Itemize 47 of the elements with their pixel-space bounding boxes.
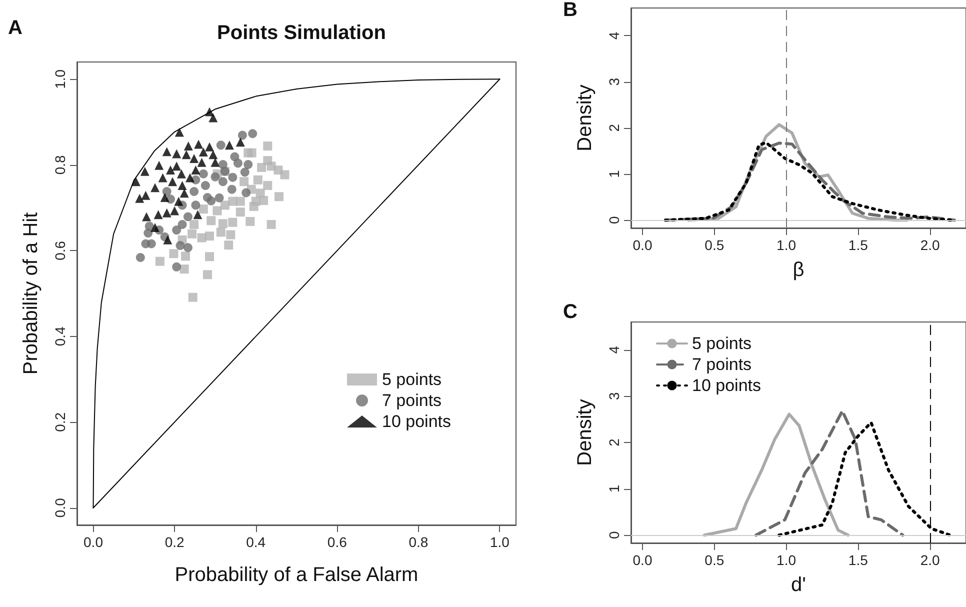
legend-label: 10 points <box>382 412 452 431</box>
y-axis-title: Probability of a Hit <box>20 212 42 375</box>
y-tick-label: 0.0 <box>52 498 68 518</box>
x-tick-label: 0.2 <box>164 534 184 550</box>
y-tick-label: 3 <box>606 78 622 86</box>
y-tick-label: 4 <box>606 32 622 40</box>
y-tick-label: 0.2 <box>52 412 68 432</box>
y-tick-label: 2 <box>606 124 622 132</box>
y-tick-label: 1 <box>606 484 622 493</box>
y-tick-label: 1.0 <box>52 69 68 89</box>
x-tick-label: 0.0 <box>632 237 652 253</box>
x-axis-title: Probability of a False Alarm <box>174 564 418 586</box>
x-tick-label: 0.0 <box>84 534 104 550</box>
x-tick-label: 1.0 <box>490 534 510 550</box>
y-axis-title: Density <box>574 84 596 152</box>
x-tick-label: 0.5 <box>704 552 724 568</box>
x-tick-label: 1.5 <box>848 237 868 253</box>
x-tick-label: 0.8 <box>408 534 428 550</box>
y-tick-label: 0 <box>606 216 622 224</box>
x-tick-label: 0.4 <box>246 534 266 550</box>
legend-label: 5 points <box>692 334 752 353</box>
y-tick-label: 0.8 <box>52 154 68 175</box>
y-tick-label: 3 <box>606 392 622 400</box>
y-tick-label: 0 <box>606 531 622 540</box>
legend-label: 7 points <box>692 355 752 374</box>
text: B <box>563 0 578 21</box>
legend-label: 7 points <box>382 391 442 410</box>
x-tick-label: 2.0 <box>920 552 940 568</box>
x-tick-label: 0.5 <box>704 237 724 253</box>
x-tick-label: 1.5 <box>848 552 868 568</box>
x-tick-label: 0.0 <box>632 552 652 568</box>
text: A <box>8 17 22 39</box>
y-tick-label: 1 <box>606 170 622 178</box>
x-axis-title: β <box>792 259 804 281</box>
y-tick-label: 4 <box>606 346 622 354</box>
chart-title: Points Simulation <box>217 22 386 44</box>
legend-label: 5 points <box>382 370 442 389</box>
x-tick-label: 0.6 <box>327 534 348 550</box>
x-tick-label: 1.0 <box>776 552 796 568</box>
x-tick-label: 2.0 <box>920 237 940 253</box>
y-axis-title: Density <box>574 399 596 466</box>
text: C <box>563 301 578 323</box>
y-tick-label: 2 <box>606 438 622 446</box>
legend-label: 10 points <box>692 376 761 395</box>
x-axis-title: d' <box>791 574 806 596</box>
x-tick-label: 1.0 <box>776 237 796 253</box>
y-tick-label: 0.4 <box>52 326 68 346</box>
